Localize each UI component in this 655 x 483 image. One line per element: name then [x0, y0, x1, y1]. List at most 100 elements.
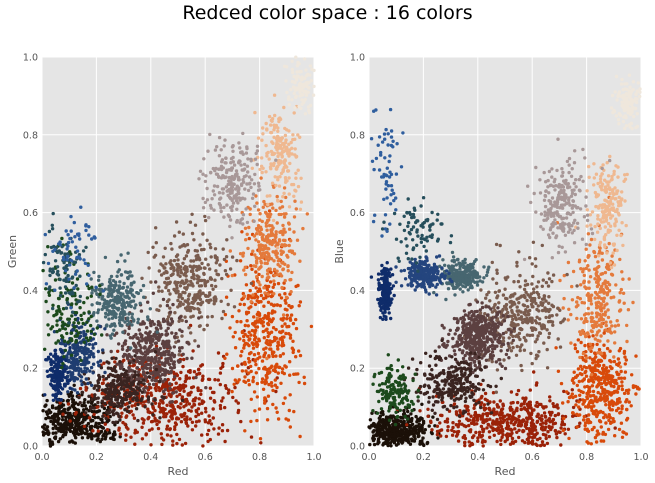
scatter-point [65, 254, 70, 259]
scatter-point [220, 276, 224, 281]
scatter-point [492, 400, 496, 404]
scatter-point [181, 383, 186, 387]
scatter-point [213, 378, 217, 382]
scatter-point [516, 400, 520, 405]
scatter-point [75, 249, 80, 253]
scatter-point [265, 234, 269, 239]
scatter-point [285, 317, 289, 321]
scatter-point [512, 412, 516, 416]
scatter-point [467, 423, 471, 428]
scatter-point [112, 388, 116, 393]
scatter-point [209, 422, 214, 426]
scatter-point [146, 397, 151, 401]
scatter-point [281, 343, 286, 347]
scatter-point [195, 372, 199, 377]
scatter-point [613, 426, 617, 430]
scatter-point [67, 321, 71, 325]
scatter-point [89, 406, 93, 411]
scatter-point [240, 230, 244, 234]
scatter-point [220, 316, 224, 321]
scatter-point [150, 419, 155, 424]
scatter-point [219, 209, 223, 214]
scatter-point [211, 287, 215, 291]
scatter-point [234, 169, 239, 173]
scatter-point [74, 410, 78, 415]
scatter-point [66, 411, 70, 415]
scatter-point [279, 212, 283, 217]
scatter-point [180, 244, 184, 248]
scatter-point [192, 277, 196, 281]
x-tick-label: 0.2 [89, 452, 104, 463]
scatter-point [157, 404, 161, 409]
scatter-point [162, 411, 166, 416]
scatter-point [377, 420, 382, 424]
scatter-point [273, 175, 277, 179]
scatter-point [51, 426, 55, 431]
scatter-point [196, 255, 200, 259]
scatter-point [512, 422, 516, 427]
scatter-point [177, 387, 181, 391]
scatter-point [78, 386, 83, 391]
scatter-point [299, 76, 303, 80]
scatter-point [279, 199, 283, 204]
scatter-point [241, 131, 245, 136]
scatter-point [488, 435, 492, 439]
scatter-point [91, 371, 95, 375]
scatter-point [53, 288, 57, 292]
scatter-point [72, 426, 77, 431]
scatter-point [279, 136, 283, 141]
scatter-point [271, 163, 275, 167]
scatter-point [107, 317, 111, 321]
scatter-point [264, 346, 268, 350]
scatter-point [539, 402, 543, 407]
scatter-point [144, 336, 148, 340]
scatter-point [239, 354, 243, 358]
scatter-point [223, 269, 228, 273]
scatter-point [269, 330, 274, 334]
scatter-point [88, 432, 93, 436]
scatter-point [495, 439, 499, 444]
scatter-point [116, 404, 120, 409]
scatter-point [253, 302, 258, 307]
scatter-point [168, 292, 172, 296]
scatter-point [51, 211, 55, 216]
scatter-point [50, 375, 55, 379]
scatter-point [249, 264, 253, 268]
scatter-point [266, 202, 270, 207]
scatter-point [208, 396, 213, 400]
scatter-point [247, 225, 251, 230]
scatter-point [154, 383, 158, 388]
scatter-point [222, 215, 226, 219]
scatter-point [198, 297, 203, 302]
scatter-point [87, 273, 91, 277]
scatter-point [535, 443, 539, 448]
scatter-point [287, 408, 291, 413]
scatter-point [491, 428, 495, 433]
scatter-point [201, 444, 205, 448]
y-tick-label: 0.6 [23, 208, 38, 219]
scatter-point [294, 155, 298, 159]
scatter-point [150, 402, 154, 406]
scatter-point [279, 249, 283, 253]
scatter-point [519, 407, 523, 412]
scatter-point [148, 307, 152, 311]
scatter-point [179, 370, 183, 375]
scatter-point [206, 149, 210, 153]
scatter-point [269, 123, 273, 127]
scatter-point [149, 323, 153, 328]
scatter-point [68, 440, 72, 444]
scatter-point [148, 345, 152, 349]
scatter-point [51, 398, 56, 402]
scatter-point [275, 148, 279, 152]
scatter-point [236, 410, 240, 415]
scatter-point [534, 404, 538, 408]
scatter-point [77, 395, 81, 400]
scatter-point [168, 386, 172, 391]
scatter-point [259, 293, 263, 298]
scatter-point [218, 263, 222, 267]
scatter-point [260, 359, 265, 363]
scatter-point [74, 376, 79, 381]
scatter-point [261, 251, 265, 255]
scatter-point [288, 161, 292, 166]
scatter-point [262, 286, 266, 290]
